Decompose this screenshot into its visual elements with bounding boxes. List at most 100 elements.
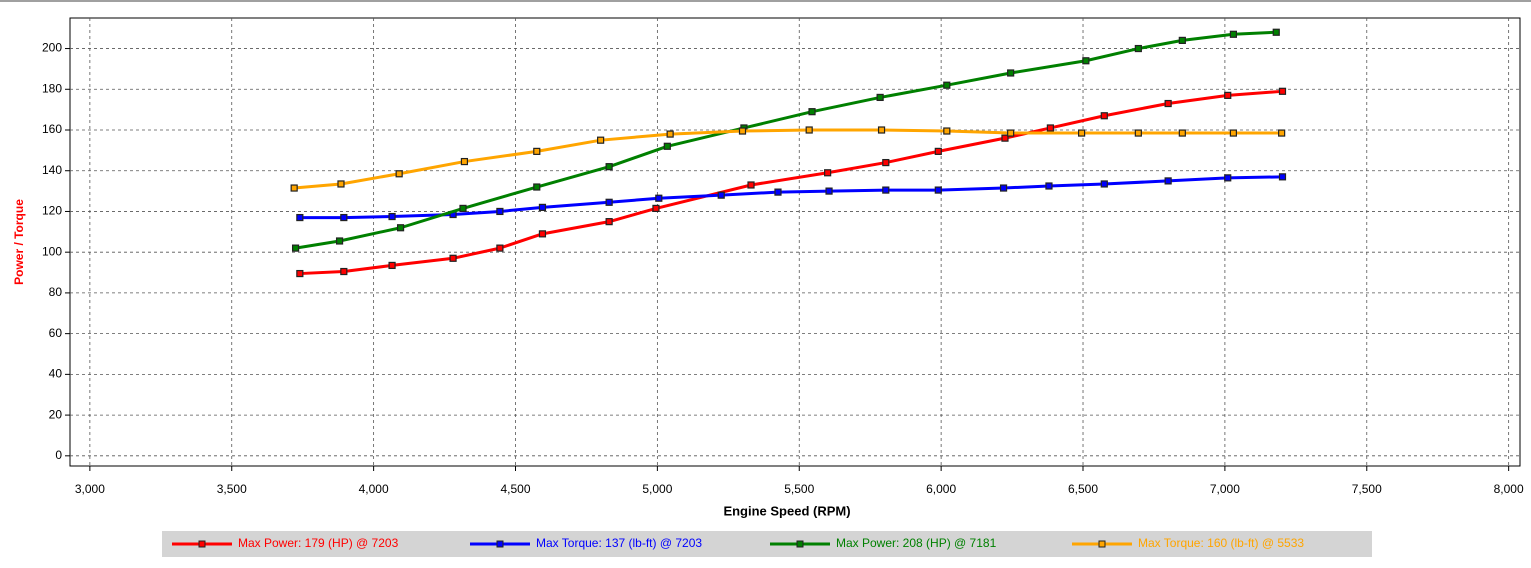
point-marker	[1100, 180, 1108, 188]
point-marker	[496, 207, 504, 216]
point-marker	[774, 188, 782, 196]
legend-marker	[1098, 540, 1106, 548]
point-marker	[1001, 134, 1009, 142]
y-tick-label: 180	[42, 81, 62, 95]
point-marker	[876, 93, 884, 102]
point-marker	[538, 230, 547, 238]
point-marker	[808, 108, 816, 116]
point-marker	[291, 244, 300, 252]
point-marker	[459, 204, 467, 212]
point-marker	[335, 237, 344, 245]
point-marker	[882, 186, 890, 194]
point-marker	[460, 157, 469, 166]
point-marker	[296, 269, 304, 278]
point-marker	[652, 204, 660, 212]
y-tick-label: 120	[42, 204, 62, 218]
legend-label: Max Power: 208 (HP) @ 7181	[836, 536, 997, 550]
point-marker	[533, 183, 541, 191]
point-marker	[340, 213, 348, 222]
point-marker	[1178, 129, 1186, 137]
y-axis-label: Power / Torque	[12, 199, 26, 285]
y-tick-label: 200	[42, 41, 62, 55]
y-tick-label: 140	[42, 163, 62, 177]
point-marker	[1007, 129, 1015, 137]
y-tick-label: 20	[49, 407, 63, 421]
point-marker	[388, 261, 396, 270]
point-marker	[449, 254, 457, 262]
point-marker	[934, 147, 942, 155]
x-tick-label: 5,500	[784, 482, 814, 496]
legend-marker	[796, 540, 804, 548]
point-marker	[388, 212, 396, 221]
point-marker	[943, 127, 951, 135]
point-marker	[877, 126, 886, 134]
point-marker	[1082, 57, 1090, 65]
y-tick-label: 100	[42, 244, 62, 258]
x-tick-label: 3,000	[75, 482, 105, 496]
point-marker	[396, 224, 405, 232]
point-marker	[1224, 91, 1232, 99]
point-marker	[717, 191, 725, 199]
point-marker	[605, 218, 613, 226]
x-tick-label: 7,000	[1210, 482, 1240, 496]
point-marker	[597, 136, 605, 144]
x-tick-label: 7,500	[1352, 482, 1382, 496]
point-marker	[1164, 99, 1172, 108]
y-tick-label: 160	[42, 122, 62, 136]
point-marker	[1178, 36, 1186, 45]
x-tick-label: 4,000	[359, 482, 389, 496]
x-tick-label: 5,000	[642, 482, 672, 496]
legend-label: Max Torque: 160 (lb-ft) @ 5533	[1138, 536, 1304, 550]
point-marker	[747, 181, 755, 189]
point-marker	[824, 169, 832, 177]
point-marker	[496, 244, 504, 252]
x-tick-label: 8,000	[1494, 482, 1524, 496]
plot-area	[69, 17, 1521, 467]
point-marker	[340, 267, 348, 276]
legend-label: Max Power: 179 (HP) @ 7203	[238, 536, 399, 550]
legend-marker	[496, 540, 504, 548]
point-marker	[533, 147, 541, 155]
point-marker	[1278, 129, 1286, 137]
x-axis-label: Engine Speed (RPM)	[723, 503, 850, 518]
x-tick-label: 6,500	[1068, 482, 1098, 496]
y-tick-label: 0	[55, 448, 62, 462]
point-marker	[290, 184, 298, 192]
point-marker	[395, 170, 403, 178]
point-marker	[1046, 124, 1054, 132]
point-marker	[1229, 30, 1238, 38]
legend-box	[162, 531, 1372, 557]
legend-label: Max Torque: 137 (lb-ft) @ 7203	[536, 536, 702, 550]
point-marker	[882, 158, 890, 167]
point-marker	[1077, 129, 1086, 137]
point-marker	[738, 127, 747, 135]
point-marker	[337, 180, 345, 188]
point-marker	[934, 186, 942, 194]
point-marker	[1224, 174, 1232, 182]
point-marker	[1045, 182, 1053, 190]
point-marker	[666, 130, 674, 138]
point-marker	[663, 142, 671, 150]
y-tick-label: 60	[49, 326, 63, 340]
x-tick-label: 4,500	[500, 482, 530, 496]
point-marker	[605, 163, 613, 171]
y-tick-label: 80	[49, 285, 63, 299]
point-marker	[1134, 129, 1142, 137]
point-marker	[1100, 112, 1108, 120]
point-marker	[1229, 129, 1238, 137]
point-marker	[999, 184, 1008, 192]
point-marker	[538, 203, 547, 211]
x-tick-label: 6,000	[926, 482, 956, 496]
point-marker	[943, 81, 951, 89]
legend-marker	[198, 540, 206, 548]
point-marker	[1164, 177, 1172, 185]
point-marker	[296, 213, 304, 222]
point-marker	[605, 198, 613, 206]
point-marker	[655, 194, 663, 202]
point-marker	[1134, 44, 1142, 53]
point-marker	[1278, 173, 1287, 181]
point-marker	[1278, 87, 1287, 95]
point-marker	[1272, 28, 1280, 36]
